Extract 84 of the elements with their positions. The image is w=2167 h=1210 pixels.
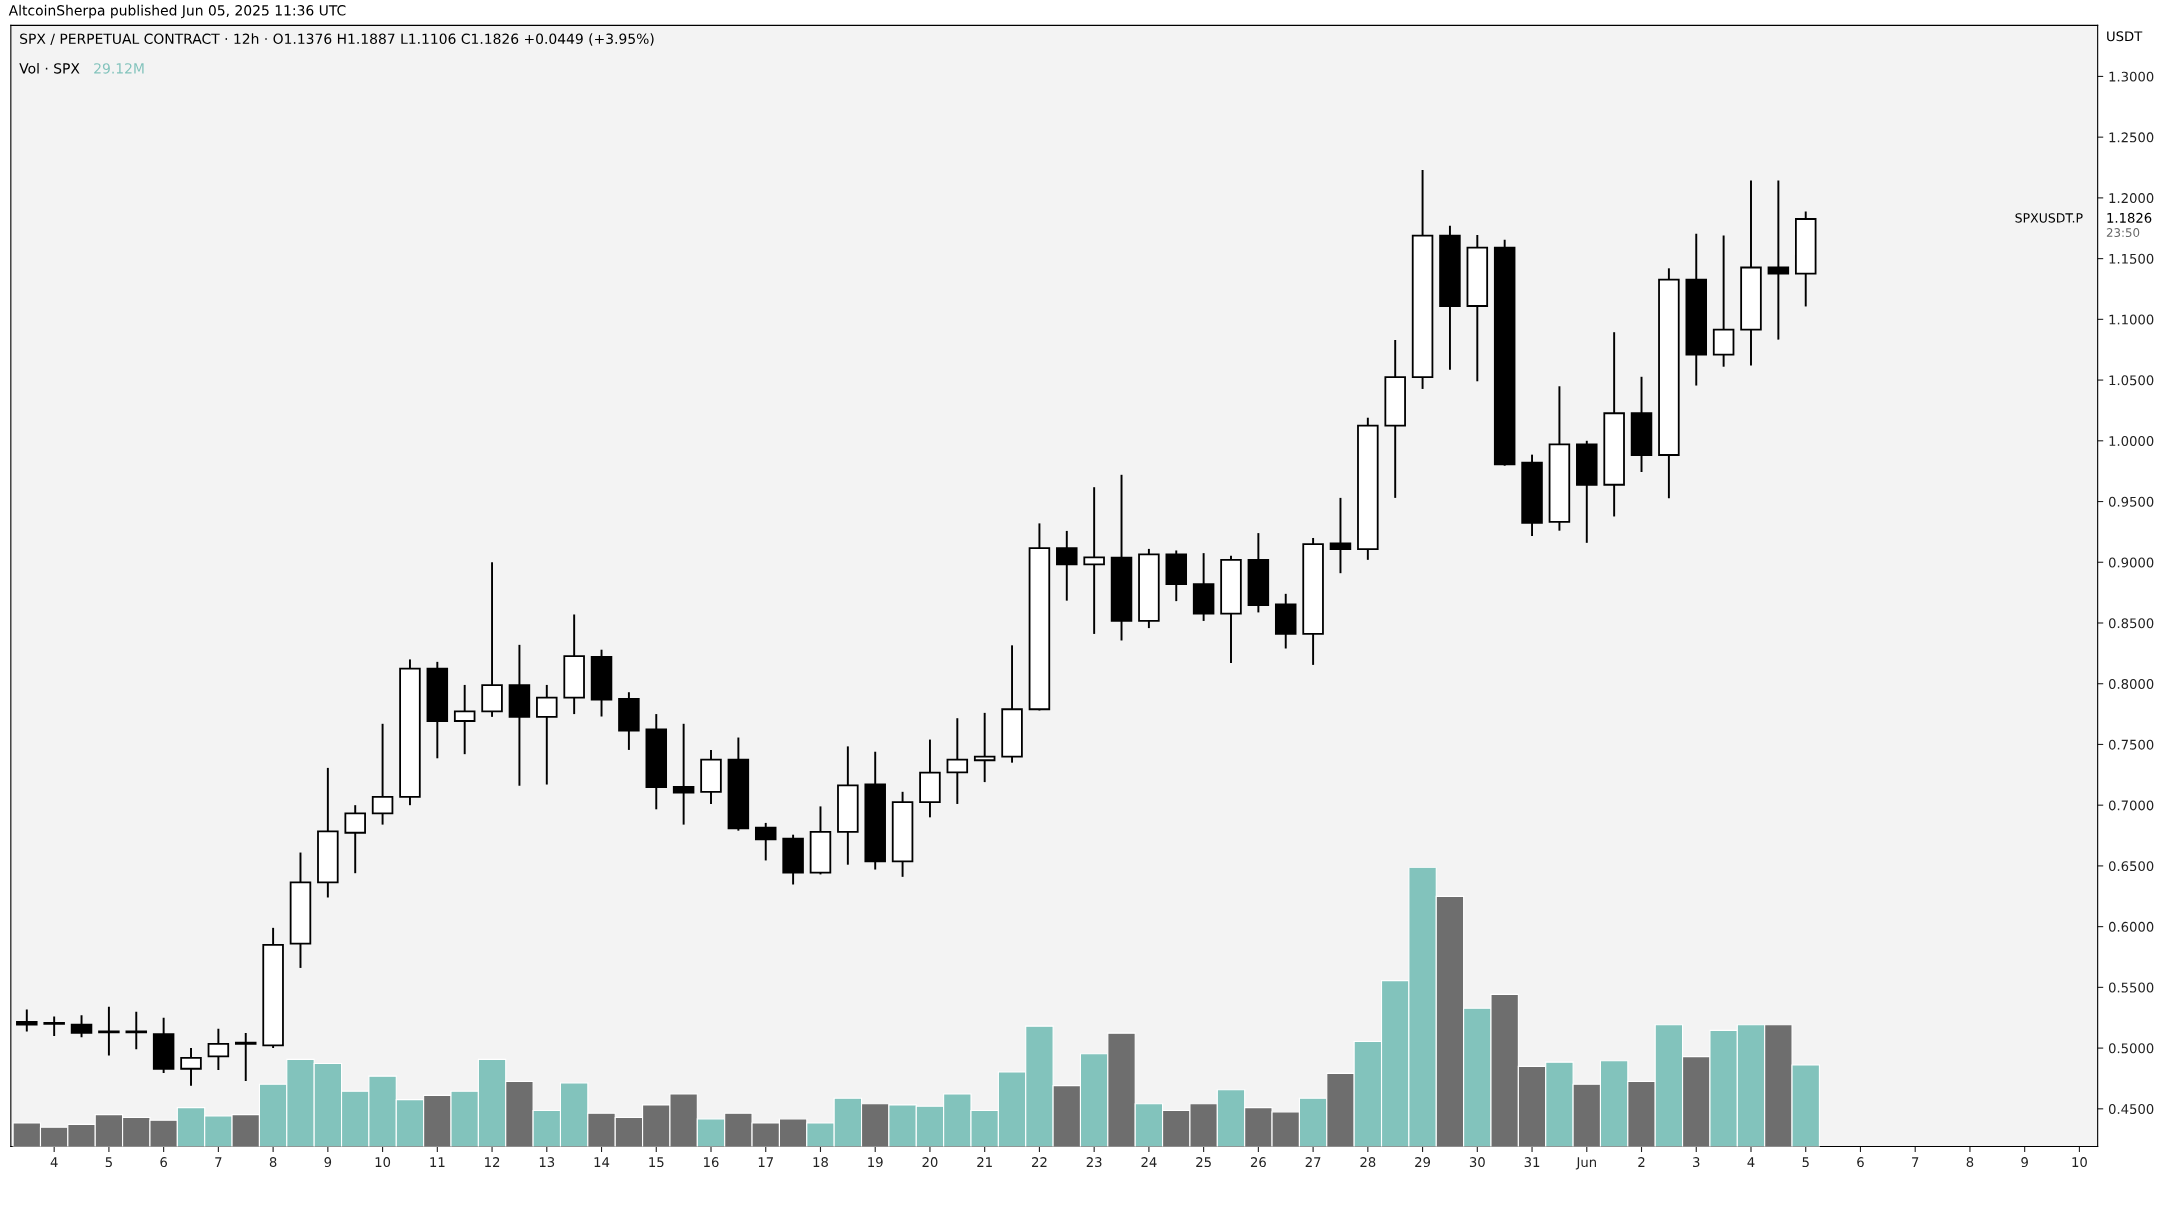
y-tick-label: 1.2000 (2109, 193, 2154, 204)
x-tick-label: 17 (758, 1157, 774, 1167)
y-tick-label: 1.1500 (2109, 253, 2154, 264)
text: 1.1826 (2107, 212, 2152, 223)
candlestick (1083, 486, 1105, 635)
y-tick-label: 1.0500 (2109, 375, 2154, 386)
candlestick (70, 1014, 93, 1039)
text: AltcoinSherpa published Jun 05, 2025 11:36 UTC (8, 4, 346, 19)
candlestick (98, 1005, 120, 1057)
y-tick-label: 0.8500 (2108, 618, 2154, 629)
x-tick-label: 14 (594, 1157, 610, 1167)
x-tick-label: 19 (868, 1157, 883, 1168)
candlestick (946, 717, 969, 805)
x-tick-label: 16 (704, 1157, 719, 1168)
y-tick-label: 0.5000 (2108, 1043, 2154, 1054)
x-tick-label: 9 (2021, 1157, 2028, 1168)
candlestick (973, 711, 996, 784)
candlestick (371, 722, 394, 826)
y-tick-label: 0.6500 (2108, 861, 2154, 872)
candlestick (16, 1008, 38, 1033)
x-tick-label: 9 (324, 1157, 332, 1168)
x-tick-label: 10 (2072, 1157, 2087, 1168)
x-tick-label: 11 (430, 1157, 445, 1167)
y-tick-label: 1.0000 (2109, 436, 2154, 446)
chart-title: Vol · SPX (19, 62, 80, 74)
candlestick (754, 821, 777, 862)
candlestick (344, 804, 366, 875)
y-tick-label: 0.4500 (2108, 1104, 2154, 1115)
candlestick (207, 1027, 230, 1071)
y-tick-label: 0.5500 (2108, 982, 2154, 993)
x-tick-label: Jun (1575, 1157, 1596, 1170)
x-tick-label: 18 (813, 1157, 828, 1168)
annotation: 29.12M (94, 63, 144, 74)
y-tick-label: 1.2500 (2109, 132, 2154, 143)
x-tick-label: 5 (105, 1157, 112, 1168)
x-tick-label: 12 (485, 1157, 500, 1167)
y-tick-label: 0.8000 (2108, 678, 2154, 689)
y-tick-label: 0.9000 (2108, 557, 2154, 568)
y-axis-title: USDT (2107, 31, 2143, 42)
x-tick-label: 22 (1031, 1157, 1047, 1167)
x-tick-label: 28 (1360, 1157, 1376, 1168)
x-tick-label: 23 (1086, 1157, 1102, 1168)
x-tick-label: 2 (1638, 1157, 1645, 1167)
x-tick-label: 4 (50, 1157, 58, 1167)
y-tick-label: 0.7000 (2108, 800, 2154, 811)
y-tick-label: 0.9500 (2108, 496, 2154, 507)
candlestick (453, 683, 476, 756)
candlestick (536, 683, 558, 786)
y-tick-label: 1.1000 (2109, 314, 2154, 325)
x-tick-label: 10 (375, 1157, 391, 1168)
annotation: SPXUSDT.P (2015, 213, 2083, 223)
text: SPX / PERPETUAL CONTRACT · 12h · O1.1376 H1.1887 L1.1106 C1.1826 +0.0449 (+3.95%) (20, 33, 654, 46)
candlestick (234, 1031, 257, 1082)
candlestick (180, 1047, 202, 1087)
x-tick-label: 13 (539, 1157, 555, 1168)
x-tick-label: 24 (1141, 1157, 1157, 1167)
x-tick-label: 6 (160, 1157, 168, 1168)
y-tick-label: 0.6000 (2108, 921, 2154, 932)
y-tick-label: 1.3000 (2109, 71, 2154, 82)
x-tick-label: 20 (922, 1157, 938, 1168)
x-tick-label: 8 (269, 1157, 277, 1168)
x-tick-label: 7 (1912, 1157, 1919, 1167)
x-tick-label: 21 (977, 1157, 992, 1167)
x-tick-label: 25 (1196, 1157, 1211, 1168)
x-tick-label: 4 (1747, 1157, 1755, 1167)
x-tick-label: 7 (215, 1157, 222, 1167)
x-tick-label: 31 (1524, 1157, 1540, 1168)
x-tick-label: 30 (1469, 1157, 1485, 1168)
x-tick-label: 5 (1802, 1157, 1809, 1168)
candlestick (1767, 179, 1790, 341)
candlestick (1056, 529, 1078, 602)
y-tick-label: 0.7500 (2108, 739, 2154, 750)
candlestick (672, 722, 695, 826)
x-tick-label: 3 (1693, 1157, 1700, 1168)
x-tick-label: 27 (1305, 1157, 1321, 1167)
candlestick (1329, 496, 1352, 575)
text: 23:50 (2106, 228, 2140, 238)
x-tick-label: 8 (1966, 1157, 1974, 1168)
x-tick-label: 26 (1250, 1157, 1266, 1168)
x-tick-label: 29 (1415, 1157, 1431, 1168)
x-tick-label: 15 (649, 1157, 664, 1168)
candlestick (43, 1015, 65, 1037)
x-tick-label: 6 (1857, 1157, 1864, 1168)
candlestick (125, 1010, 148, 1051)
